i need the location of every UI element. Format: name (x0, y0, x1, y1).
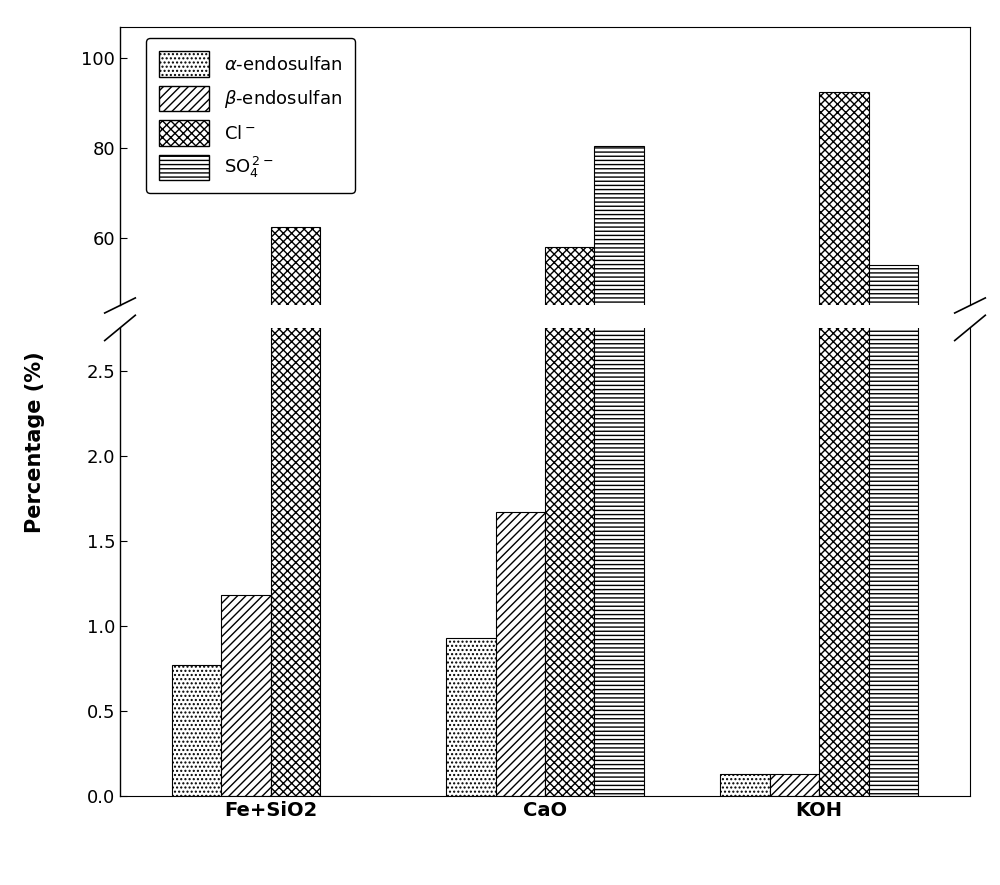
Bar (545, 0, 594, 796)
Bar (594, 0, 644, 796)
Bar (496, 512, 545, 796)
Bar (496, 500, 545, 508)
Bar (172, 666, 221, 796)
Bar (819, 0, 869, 796)
Bar (221, 596, 271, 796)
Text: Percentage (%): Percentage (%) (25, 351, 45, 534)
Bar (221, 503, 271, 508)
Bar (869, 0, 918, 796)
Bar (172, 504, 221, 508)
Bar (271, 227, 320, 508)
Bar (271, 0, 320, 796)
Legend: $\alpha$-endosulfan, $\beta$-endosulfan, Cl$^-$, SO$_4^{\,2-}$: $\alpha$-endosulfan, $\beta$-endosulfan,… (146, 38, 355, 193)
Bar (545, 247, 594, 508)
Bar (446, 504, 496, 508)
Bar (720, 774, 770, 796)
Bar (594, 146, 644, 508)
Bar (869, 265, 918, 508)
Bar (819, 92, 869, 508)
Bar (446, 638, 496, 796)
Bar (770, 774, 819, 796)
